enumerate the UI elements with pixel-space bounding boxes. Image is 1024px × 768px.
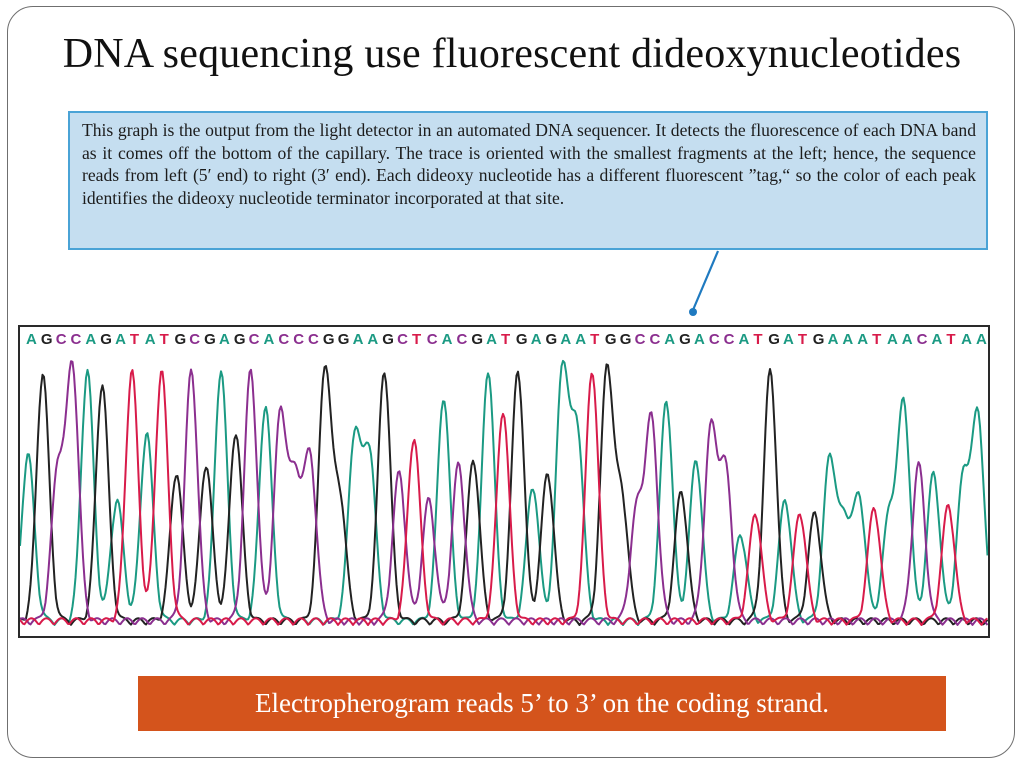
base-call-16: C bbox=[248, 331, 260, 348]
base-call-18: C bbox=[278, 331, 290, 348]
base-call-12: C bbox=[189, 331, 201, 348]
base-call-55: A bbox=[827, 331, 839, 348]
footer-text: Electropherogram reads 5’ to 3’ on the c… bbox=[254, 688, 830, 718]
base-call-56: A bbox=[842, 331, 854, 348]
base-call-46: A bbox=[693, 331, 705, 348]
base-call-43: C bbox=[649, 331, 661, 348]
base-call-8: T bbox=[129, 331, 140, 348]
base-call-30: C bbox=[456, 331, 468, 348]
base-call-39: T bbox=[590, 331, 600, 348]
base-call-13: G bbox=[204, 331, 216, 348]
caption-text: This graph is the output from the light … bbox=[82, 120, 976, 208]
base-call-23: A bbox=[352, 331, 364, 348]
base-call-28: C bbox=[426, 331, 438, 348]
base-call-22: G bbox=[337, 331, 350, 348]
base-call-21: G bbox=[322, 331, 335, 348]
electropherogram-trace bbox=[20, 359, 988, 626]
base-call-15: G bbox=[233, 331, 246, 348]
base-call-60: A bbox=[901, 331, 913, 348]
base-call-38: A bbox=[575, 331, 587, 348]
base-call-3: C bbox=[55, 331, 67, 348]
base-call-33: T bbox=[501, 331, 511, 348]
base-call-4: C bbox=[70, 331, 82, 348]
footer-banner: Electropherogram reads 5’ to 3’ on the c… bbox=[138, 676, 946, 731]
base-call-24: A bbox=[367, 331, 379, 348]
base-call-14: A bbox=[218, 331, 230, 348]
base-call-32: A bbox=[486, 331, 497, 348]
base-call-58: T bbox=[872, 331, 882, 348]
base-call-44: A bbox=[664, 331, 676, 348]
base-call-7: A bbox=[115, 331, 126, 348]
base-call-2: G bbox=[40, 331, 53, 348]
base-call-27: T bbox=[411, 331, 422, 348]
base-call-48: C bbox=[723, 331, 735, 348]
base-call-53: T bbox=[797, 331, 808, 348]
base-call-17: A bbox=[263, 331, 275, 348]
base-call-11: G bbox=[174, 331, 187, 348]
base-call-62: A bbox=[931, 331, 943, 348]
base-call-49: A bbox=[738, 331, 750, 348]
base-call-51: G bbox=[768, 331, 780, 348]
base-call-61: C bbox=[916, 331, 928, 348]
trace-A bbox=[20, 359, 988, 626]
base-call-52: A bbox=[783, 331, 794, 348]
base-call-1: A bbox=[26, 331, 37, 348]
base-call-6: G bbox=[100, 331, 112, 348]
base-call-26: C bbox=[397, 331, 408, 348]
base-call-29: A bbox=[441, 331, 453, 348]
base-call-40: G bbox=[604, 331, 617, 348]
base-call-25: G bbox=[382, 331, 394, 348]
base-call-50: T bbox=[753, 331, 763, 348]
base-call-20: C bbox=[308, 331, 319, 348]
base-call-37: A bbox=[560, 331, 572, 348]
base-call-35: A bbox=[530, 331, 542, 348]
base-call-65: A bbox=[976, 331, 987, 348]
slide-title: DNA sequencing use fluorescent dideoxynu… bbox=[62, 31, 962, 77]
base-call-59: A bbox=[886, 331, 898, 348]
caption-box: This graph is the output from the light … bbox=[68, 111, 988, 250]
base-call-10: T bbox=[159, 331, 169, 348]
base-call-9: A bbox=[144, 331, 156, 348]
base-call-41: G bbox=[619, 331, 632, 348]
trace-C bbox=[20, 360, 988, 626]
base-call-19: C bbox=[293, 331, 305, 348]
base-call-34: G bbox=[515, 331, 528, 348]
trace-T bbox=[20, 369, 988, 626]
base-call-31: G bbox=[471, 331, 483, 348]
base-call-57: A bbox=[857, 331, 869, 348]
base-call-63: T bbox=[946, 331, 956, 348]
trace-G bbox=[20, 363, 988, 626]
base-call-36: G bbox=[545, 331, 558, 348]
base-call-54: G bbox=[812, 331, 825, 348]
base-call-5: A bbox=[85, 331, 97, 348]
base-call-64: A bbox=[961, 331, 972, 348]
base-call-42: C bbox=[634, 331, 646, 348]
base-call-45: G bbox=[679, 331, 691, 348]
base-call-47: C bbox=[708, 331, 720, 348]
